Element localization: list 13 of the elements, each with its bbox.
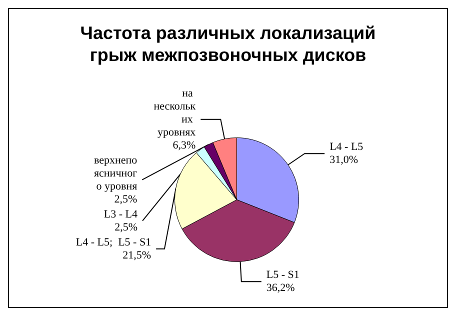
slice-label: на нескольких уровнях bbox=[154, 87, 196, 138]
slice-label: L5 - S1 bbox=[266, 269, 300, 282]
slice-label: L4 - L5 bbox=[330, 141, 364, 154]
data-label: 6,3% bbox=[172, 139, 196, 152]
data-label: 31,0% bbox=[330, 154, 358, 166]
data-label: 21,5% bbox=[122, 249, 152, 262]
data-label: 2,5% bbox=[114, 221, 138, 234]
slice-label: L4 - L5; L5 - S1 bbox=[76, 236, 152, 248]
data-label: 2,5% bbox=[114, 193, 138, 206]
slice-label: верхнепоясничного уровня bbox=[94, 154, 138, 192]
chart-title: Частота различных локализаций грыж межпозвоночных дисков bbox=[80, 23, 376, 65]
data-label: 36,2% bbox=[266, 282, 295, 294]
slice-label: L3 - L4 bbox=[104, 208, 138, 220]
